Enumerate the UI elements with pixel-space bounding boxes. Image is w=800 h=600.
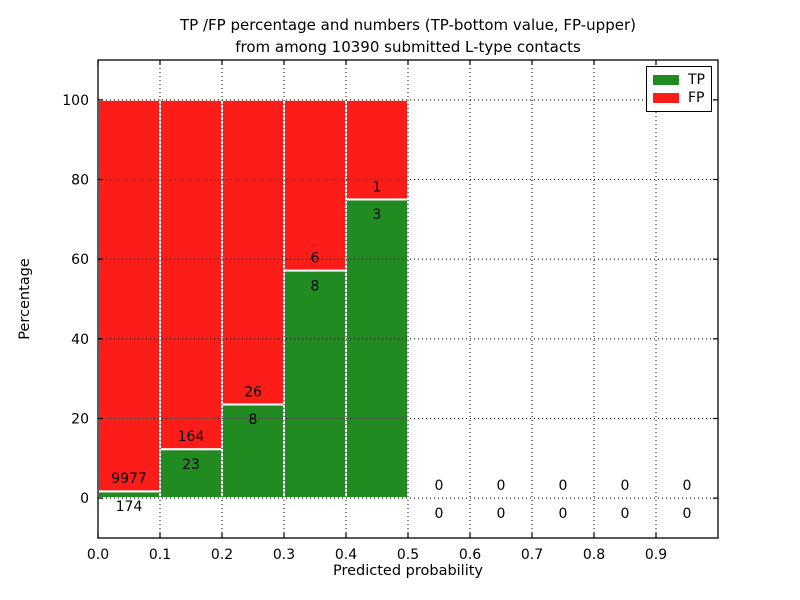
- bar-tp: [97, 490, 161, 500]
- x-tick-label: 0.7: [521, 547, 543, 563]
- chart-title-line1: TP /FP percentage and numbers (TP-bottom…: [180, 16, 636, 34]
- fp-count-label: 0: [621, 478, 630, 494]
- tp-count-label: 0: [435, 506, 444, 522]
- tp-count-label: 8: [311, 278, 320, 294]
- fp-count-label: 0: [683, 478, 692, 494]
- plot-border: [97, 59, 719, 539]
- tp-count-label: 23: [182, 457, 200, 473]
- legend: TP FP: [646, 66, 712, 112]
- y-tick-label: 80: [71, 173, 89, 189]
- fp-count-label: 0: [559, 478, 568, 494]
- tp-count-label: 0: [497, 506, 506, 522]
- bar-fp: [345, 98, 409, 201]
- chart-title: TP /FP percentage and numbers (TP-bottom…: [98, 14, 718, 58]
- bar-tp: [159, 448, 223, 500]
- tp-count-label: 174: [116, 499, 143, 515]
- tp-count-label: 3: [373, 207, 382, 223]
- y-tick-label: 60: [71, 252, 89, 268]
- tp-count-label: 0: [559, 506, 568, 522]
- legend-item-fp: FP: [653, 89, 705, 107]
- x-tick-label: 0.3: [273, 547, 295, 563]
- x-tick-label: 0.6: [459, 547, 481, 563]
- legend-swatch-fp: [653, 93, 679, 103]
- fp-count-label: 6: [311, 250, 320, 266]
- legend-label: TP: [688, 72, 705, 88]
- tp-count-label: 8: [249, 412, 258, 428]
- y-tick-label: 0: [80, 491, 89, 507]
- bar-fp: [159, 98, 223, 451]
- bar-tp: [283, 269, 347, 500]
- bar-tp: [345, 198, 409, 500]
- legend-label: FP: [688, 90, 705, 106]
- x-tick-label: 0.4: [335, 547, 357, 563]
- fp-count-label: 0: [497, 478, 506, 494]
- fp-count-label: 9977: [111, 471, 147, 487]
- tp-count-label: 0: [683, 506, 692, 522]
- legend-swatch-tp: [653, 75, 679, 85]
- legend-item-tp: TP: [653, 71, 705, 89]
- y-tick-label: 100: [62, 93, 89, 109]
- tp-count-label: 0: [621, 506, 630, 522]
- y-tick-label: 40: [71, 332, 89, 348]
- x-tick-label: 0.0: [87, 547, 109, 563]
- x-tick-label: 0.8: [583, 547, 605, 563]
- bar-fp: [97, 98, 161, 493]
- fp-count-label: 26: [244, 384, 262, 400]
- chart-title-line2: from among 10390 submitted L-type contac…: [235, 38, 581, 56]
- x-tick-label: 0.1: [149, 547, 171, 563]
- bar-fp: [221, 98, 285, 406]
- fp-count-label: 1: [373, 179, 382, 195]
- x-tick-label: 0.9: [645, 547, 667, 563]
- fp-count-label: 164: [178, 429, 205, 445]
- fp-count-label: 0: [435, 478, 444, 494]
- bar-fp: [283, 98, 347, 272]
- x-axis-label: Predicted probability: [332, 563, 484, 579]
- x-tick-label: 0.5: [397, 547, 419, 563]
- y-tick-label: 20: [71, 412, 89, 428]
- x-tick-label: 0.2: [211, 547, 233, 563]
